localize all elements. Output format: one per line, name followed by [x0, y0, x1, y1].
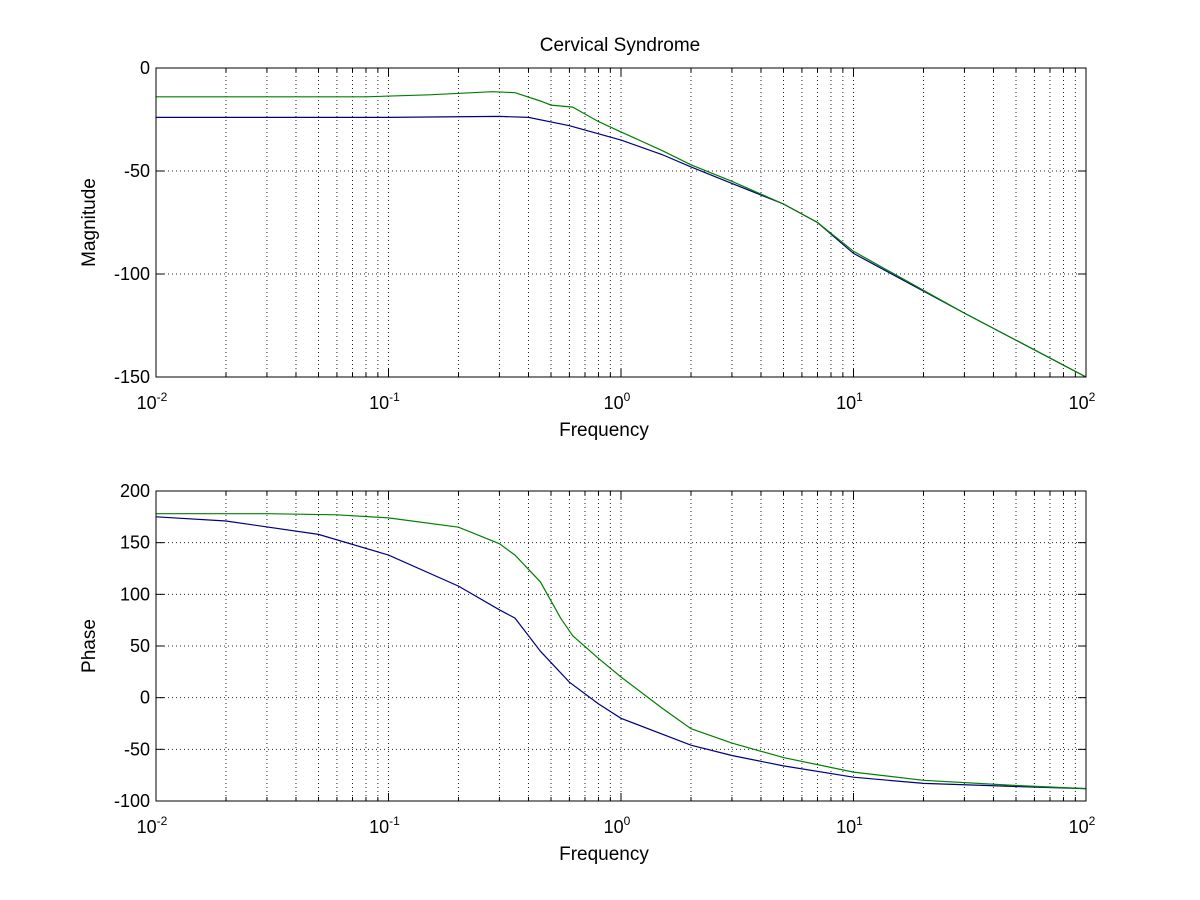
magnitude-y-tick-label: -50: [124, 161, 150, 181]
phase-x-tick-label: 102: [1069, 814, 1096, 837]
phase-x-tick-label: 100: [604, 814, 631, 837]
phase-y-tick-label: -50: [124, 739, 150, 759]
phase-axes: 200 150 100 50 0 -50 -100 10-2 10-1 100 101 102 Freq…: [79, 481, 1096, 865]
phase-y-tick-label: 50: [130, 636, 150, 656]
magnitude-axes-frame: [155, 67, 1087, 378]
magnitude-series-line-2: [156, 91, 1087, 378]
magnitude-series-line-1: [156, 115, 1087, 378]
magnitude-x-tick-label: 10-1: [369, 390, 400, 413]
magnitude-x-tick-label: 101: [836, 390, 863, 413]
phase-x-tick-label: 101: [836, 814, 863, 837]
phase-series-line-2: [156, 513, 1087, 790]
magnitude-y-tick-label: 0: [140, 58, 150, 78]
phase-y-tick-label: 0: [140, 688, 150, 708]
phase-series-line-1: [155, 516, 1087, 790]
chart-title: Cervical Syndrome: [540, 35, 701, 56]
magnitude-y-tick-label: -100: [114, 264, 150, 284]
magnitude-y-axis-label: Magnitude: [79, 178, 100, 267]
phase-x-tick-label: 10-2: [137, 814, 168, 837]
magnitude-x-tick-label: 100: [604, 390, 631, 413]
phase-x-tick-label: 10-1: [369, 814, 400, 837]
magnitude-x-tick-label: 102: [1069, 390, 1096, 413]
magnitude-axes: 0 -50 -100 -150 10-2 10-1 100 101 102 Frequency Ma…: [79, 58, 1096, 441]
phase-x-axis-label: Frequency: [559, 844, 649, 865]
magnitude-x-axis-label: Frequency: [559, 420, 649, 441]
magnitude-x-tick-label: 10-2: [137, 390, 168, 413]
magnitude-y-tick-label: -150: [114, 367, 150, 387]
phase-y-tick-label: 150: [120, 533, 150, 553]
phase-y-axis-label: Phase: [79, 619, 100, 673]
phase-axes-frame: [155, 490, 1087, 802]
phase-y-tick-label: 100: [120, 584, 150, 604]
phase-y-tick-label: -100: [114, 791, 150, 811]
phase-y-tick-label: 200: [120, 481, 150, 501]
